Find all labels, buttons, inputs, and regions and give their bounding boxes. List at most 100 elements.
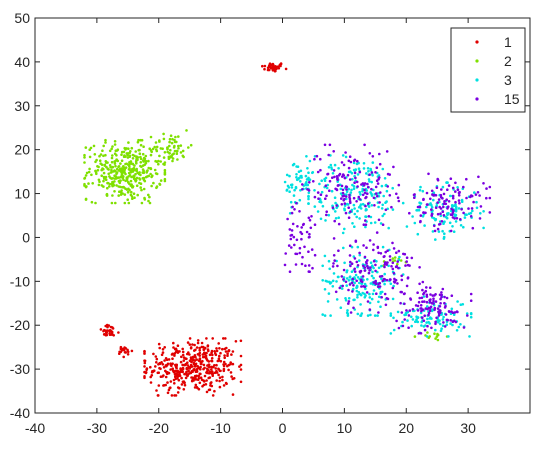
data-point [355,162,359,166]
data-point [410,315,413,319]
data-point [364,219,367,222]
data-point [114,149,118,152]
data-point [290,229,294,232]
data-point [115,177,118,180]
data-point [345,202,349,206]
data-point [385,263,389,266]
data-point [207,363,211,367]
data-point [443,325,447,328]
data-point [83,176,87,180]
data-point [370,180,374,184]
data-point [118,190,121,193]
data-point [139,161,143,164]
data-point [218,347,221,350]
data-point [368,296,372,299]
data-point [166,147,169,151]
data-point [374,269,377,273]
data-point [315,154,319,158]
data-point [325,194,328,198]
data-point [288,212,292,215]
data-point [417,332,421,335]
data-point [301,183,304,186]
data-point [332,169,336,172]
data-point [110,201,114,205]
data-point [210,357,214,360]
data-point [378,162,382,166]
data-point [379,292,382,295]
data-point [344,297,347,300]
data-point [377,174,381,177]
data-point [482,226,485,230]
data-point [363,269,367,272]
data-point [164,375,168,379]
data-point [278,63,282,67]
data-point [419,219,422,223]
data-point [333,259,337,262]
data-point [343,261,346,265]
data-point [163,346,166,349]
data-point [445,181,449,184]
data-point [211,374,214,378]
data-point [419,304,423,307]
data-point [386,249,389,252]
data-point [128,154,132,158]
data-point [332,237,336,240]
data-point [485,196,488,200]
data-point [380,274,384,278]
data-point [161,348,165,351]
data-point [426,331,429,334]
data-point [105,193,109,197]
data-point [325,213,328,217]
data-point [397,326,401,330]
data-point [342,276,346,279]
y-tick-label: 20 [14,142,30,158]
data-point [127,201,131,205]
data-point [447,200,451,203]
data-point [307,216,311,220]
data-point [111,177,115,180]
data-point [467,207,470,210]
data-point [358,281,361,285]
data-point [355,260,359,264]
data-point [373,221,377,224]
data-point [425,286,428,289]
data-point [198,357,202,360]
series-15-points [283,143,492,335]
data-point [158,346,161,350]
data-point [181,154,185,158]
data-point [482,210,485,213]
data-point [176,344,180,348]
data-point [377,218,381,222]
data-point [380,184,384,188]
data-point [307,197,310,201]
data-point [457,325,461,329]
data-point [363,282,367,286]
data-point [205,358,209,361]
data-point [172,341,175,345]
data-point [349,201,352,205]
legend-label: 1 [504,34,512,50]
data-point [126,198,129,201]
data-point [123,351,127,354]
data-point [359,269,363,273]
data-point [138,148,141,152]
data-point [338,172,342,176]
data-point [95,158,98,162]
data-point [362,167,366,170]
data-point [347,159,351,163]
data-point [156,394,160,397]
data-point [144,154,148,158]
data-point [104,178,108,181]
data-point [353,298,356,302]
data-point [147,193,150,197]
data-point [456,188,460,191]
data-point [130,190,133,194]
data-point [189,346,193,350]
data-point [198,348,201,352]
data-point [371,270,374,274]
data-point [383,292,387,296]
data-point [289,237,293,241]
data-point [442,321,445,324]
data-point [352,185,356,188]
data-point [120,153,123,156]
